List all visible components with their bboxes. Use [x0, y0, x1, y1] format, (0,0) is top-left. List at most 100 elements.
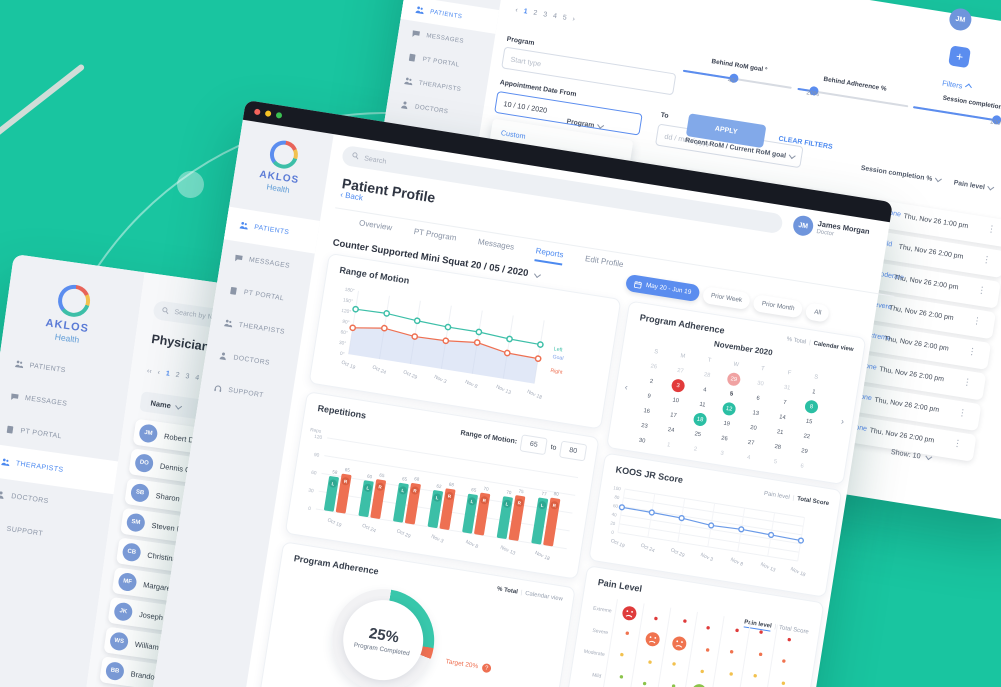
tab-reports[interactable]: Reports [534, 246, 565, 266]
calendar-day[interactable]: 1 [666, 441, 671, 449]
pager-next[interactable]: › [571, 15, 576, 24]
left-sidebar: AKLOS Health PATIENTS MESSAGES PT PORTAL TH… [0, 254, 145, 687]
sidebar-item-doctors[interactable]: DOCTORS [203, 337, 299, 384]
filters-toggle[interactable]: Filters [942, 78, 973, 91]
pager-prev[interactable]: ‹ [157, 369, 161, 377]
window-controls[interactable] [253, 108, 283, 119]
pager-page-1[interactable]: 1 [165, 370, 171, 378]
chevron-down-icon [935, 175, 943, 183]
user-avatar[interactable]: JM [791, 214, 815, 238]
svg-text:80: 80 [614, 494, 620, 500]
sidebar-item-patients[interactable]: PATIENTS [0, 345, 132, 396]
toggle-calendar-view[interactable]: Calendar view [813, 340, 854, 354]
rom-from-input[interactable]: 65 [519, 434, 548, 456]
calendar-day[interactable]: 4 [746, 454, 751, 461]
toggle-total[interactable]: % Total [786, 336, 807, 346]
sidebar-item-therapists[interactable]: THERAPISTS [389, 66, 488, 105]
support-icon [0, 523, 1, 533]
svg-text:60: 60 [613, 503, 619, 509]
svg-text:70: 70 [506, 490, 512, 496]
svg-text:80: 80 [553, 491, 559, 497]
dropdown-option-custom[interactable]: Custom [500, 128, 527, 141]
calendar-day[interactable]: 3 [720, 450, 725, 457]
toggle-total[interactable]: % Total [496, 586, 519, 596]
filter-slider[interactable]: Behind Adherence % 20% [797, 72, 910, 108]
svg-text:0: 0 [611, 530, 615, 535]
sidebar-item-therapists[interactable]: THERAPISTS [208, 304, 304, 351]
tab-pt-program[interactable]: PT Program [413, 226, 458, 243]
pager-page-1[interactable]: 1 [523, 8, 529, 16]
column-header-pain-level[interactable]: Pain level [953, 179, 995, 192]
sidebar-item-messages[interactable]: MESSAGES [0, 378, 127, 429]
pager-page-2[interactable]: 2 [175, 371, 180, 380]
sidebar-item-messages[interactable]: MESSAGES [219, 239, 315, 286]
toggle-total-score[interactable]: Total Score [796, 496, 830, 508]
tab-overview[interactable]: Overview [358, 218, 393, 233]
help-icon[interactable]: ? [481, 662, 492, 674]
rom-range-label: Range of Motion: [459, 429, 518, 446]
calendar-day[interactable]: 5 [773, 458, 778, 465]
sidebar-item-therapists[interactable]: THERAPISTS [0, 443, 119, 495]
pager-first[interactable]: ‹‹ [146, 367, 153, 376]
svg-text:180°: 180° [344, 287, 355, 294]
sidebar-item-label: MESSAGES [248, 256, 291, 270]
pager-page-3[interactable]: 3 [184, 373, 190, 381]
range-button-all[interactable]: All [804, 302, 831, 323]
avatar: SM [125, 512, 146, 533]
user-avatar[interactable]: JM [947, 6, 973, 33]
calendar-day[interactable]: 30 [638, 437, 646, 445]
sidebar-item-pt-portal[interactable]: PT PORTAL [214, 272, 310, 319]
pager-page-2[interactable]: 2 [532, 9, 538, 18]
filter-slider[interactable]: Session completion 100 [912, 90, 1001, 127]
pager-page-4[interactable]: 4 [194, 374, 200, 382]
svg-text:Nov 8: Nov 8 [729, 557, 744, 568]
sidebar-item-patients[interactable]: PATIENTS [223, 206, 320, 254]
pager-page-5[interactable]: 5 [562, 14, 568, 22]
target-label: Target 20% ? [445, 657, 492, 674]
svg-text:Goal: Goal [552, 354, 564, 362]
row-menu-icon[interactable]: ⋮ [971, 315, 983, 327]
toggle-pain-level[interactable]: Pain level [763, 490, 791, 501]
row-menu-icon[interactable]: ⋮ [952, 437, 963, 449]
calendar-day[interactable]: 2 [693, 445, 698, 453]
svg-text:R: R [413, 488, 418, 494]
search-input[interactable]: Search by Na [152, 300, 282, 337]
svg-text:Nov 8: Nov 8 [464, 379, 479, 390]
sidebar-item-support[interactable]: SUPPORT [198, 370, 294, 417]
range-button-may-20-jun-19[interactable]: May 20 - Jun 19 [624, 273, 701, 303]
search-input[interactable]: Search [341, 144, 784, 235]
physician-name: Robert D [163, 431, 195, 445]
sidebar-item-doctors[interactable]: DOCTORS [386, 90, 485, 129]
adherence-view-toggle[interactable]: % Total | Calendar view [496, 586, 564, 603]
filter-slider[interactable]: Behind RoM goal ° 45° [682, 54, 794, 89]
tab-edit-profile[interactable]: Edit Profile [584, 254, 625, 270]
calendar-prev-icon[interactable]: ‹ [624, 381, 629, 393]
sidebar-item-label: PATIENTS [29, 362, 67, 375]
slider-track[interactable] [912, 106, 1001, 127]
pager-page-3[interactable]: 3 [542, 11, 548, 19]
column-header-session-completion-[interactable]: Session completion % [860, 165, 943, 184]
row-menu-icon[interactable]: ⋮ [986, 223, 997, 235]
calendar-day[interactable]: 6 [800, 462, 805, 470]
pager-page-4[interactable]: 4 [552, 12, 558, 21]
svg-text:Oct 24: Oct 24 [640, 543, 656, 555]
sidebar-item-pt-portal[interactable]: PT PORTAL [393, 43, 492, 82]
sidebar-item-doctors[interactable]: DOCTORS [0, 476, 114, 527]
row-menu-icon[interactable]: ⋮ [957, 406, 968, 419]
calendar-next-icon[interactable]: › [840, 416, 845, 427]
row-menu-icon[interactable]: ⋮ [976, 284, 988, 296]
svg-text:R: R [482, 498, 487, 504]
background-dot-decoration [177, 171, 204, 198]
row-menu-icon[interactable]: ⋮ [962, 376, 973, 388]
toggle-calendar-view[interactable]: Calendar view [524, 590, 564, 603]
row-menu-icon[interactable]: ⋮ [981, 253, 992, 266]
sidebar-item-patients[interactable]: PATIENTS [400, 0, 500, 34]
rom-to-input[interactable]: 80 [558, 440, 588, 462]
pager-prev[interactable]: ‹ [514, 6, 519, 15]
add-patient-button[interactable]: + [948, 45, 972, 69]
row-menu-icon[interactable]: ⋮ [966, 345, 978, 358]
sidebar-item-pt-portal[interactable]: PT PORTAL [0, 410, 123, 461]
tab-messages[interactable]: Messages [477, 237, 515, 252]
adherence-view-toggle[interactable]: % Total | Calendar view [786, 336, 854, 354]
sidebar-item-messages[interactable]: MESSAGES [397, 19, 496, 58]
